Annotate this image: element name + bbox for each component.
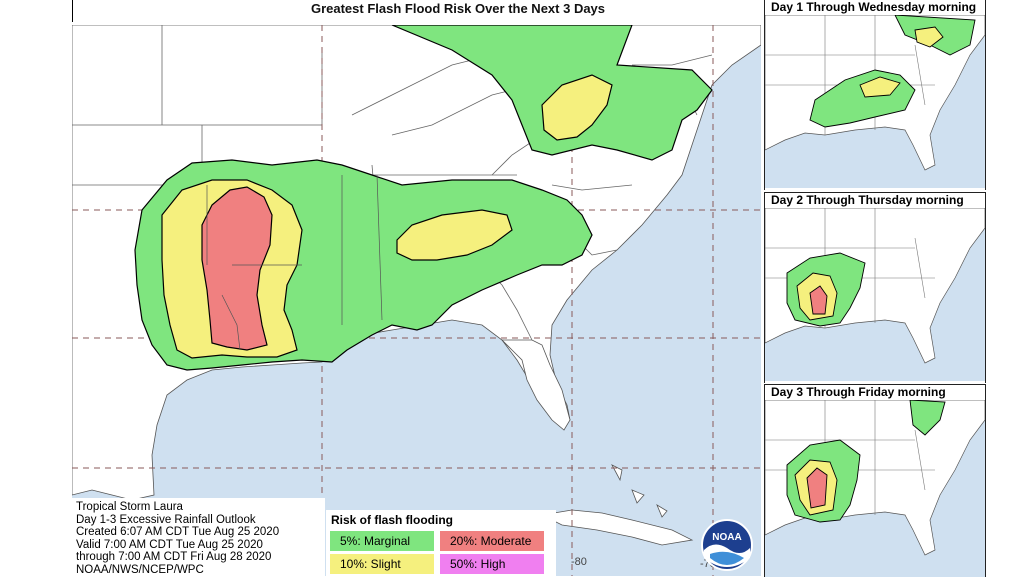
legend-marginal: 5%: Marginal bbox=[330, 531, 434, 551]
florida bbox=[501, 339, 571, 431]
legend: Risk of flash flooding 5%: Marginal 20%:… bbox=[326, 510, 556, 576]
legend-high: 50%: High bbox=[440, 554, 544, 574]
noaa-logo: NOAA bbox=[700, 518, 754, 572]
inset-day1-title: Day 1 Through Wednesday morning bbox=[771, 0, 977, 14]
info-box: Tropical Storm Laura Day 1-3 Excessive R… bbox=[72, 498, 325, 576]
legend-slight: 10%: Slight bbox=[330, 554, 434, 574]
valid-end: through 7:00 AM CDT Fri Aug 28 2020 bbox=[76, 551, 272, 563]
moderate-area-louisiana bbox=[201, 186, 273, 351]
noaa-logo-text: NOAA bbox=[712, 532, 741, 543]
cuba bbox=[540, 509, 694, 546]
main-map bbox=[72, 25, 761, 576]
legend-title: Risk of flash flooding bbox=[331, 513, 453, 527]
marginal-area-northeast bbox=[391, 25, 713, 161]
agency: NOAA/NWS/NCEP/WPC bbox=[76, 563, 204, 576]
inset-day2: Day 2 Through Thursday morning bbox=[764, 192, 986, 383]
slight-area-northeast bbox=[541, 74, 613, 141]
inset-day3-title: Day 3 Through Friday morning bbox=[771, 385, 946, 399]
inset-day1: Day 1 Through Wednesday morning bbox=[764, 0, 986, 190]
longitude-label-80: -80 bbox=[571, 556, 587, 568]
bahamas bbox=[611, 464, 668, 518]
inset-day3: Day 3 Through Friday morning bbox=[764, 384, 986, 577]
risk-areas bbox=[134, 25, 713, 371]
valid-start: Valid 7:00 AM CDT Tue Aug 25 2020 bbox=[76, 538, 263, 551]
storm-name: Tropical Storm Laura bbox=[76, 501, 183, 513]
top-left-divider bbox=[72, 0, 73, 22]
created-time: Created 6:07 AM CDT Tue Aug 25 2020 bbox=[76, 526, 280, 538]
map-title: Greatest Flash Flood Risk Over the Next … bbox=[310, 1, 606, 16]
slight-area-tennessee bbox=[396, 209, 513, 261]
product-name: Day 1-3 Excessive Rainfall Outlook bbox=[76, 513, 256, 526]
legend-moderate: 20%: Moderate bbox=[440, 531, 544, 551]
inset-day2-title: Day 2 Through Thursday morning bbox=[771, 193, 964, 207]
